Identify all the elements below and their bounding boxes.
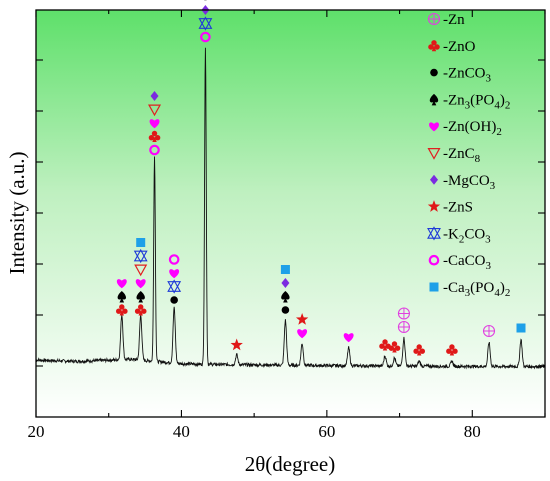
peak-marker-square xyxy=(136,238,146,247)
legend-marker-heart xyxy=(429,122,439,132)
legend-label: -ZnCO3 xyxy=(443,66,492,85)
legend-marker-open-triangle-down xyxy=(427,148,441,160)
peak-marker-hexagram xyxy=(198,16,213,31)
legend-label-part: 4 xyxy=(494,287,500,299)
legend-label-part: -Zn xyxy=(443,92,465,108)
peak-marker-circle-plus xyxy=(397,320,410,334)
legend-label-part: -MgCO xyxy=(443,173,490,189)
legend-marker-open-circle xyxy=(428,254,440,266)
legend-marker-square xyxy=(429,282,439,292)
plot-background xyxy=(36,10,545,417)
peak-marker-club xyxy=(116,304,128,316)
legend-label-part: CO xyxy=(464,226,485,242)
legend-label-part: ) xyxy=(500,280,505,296)
peak-marker-filled-circle xyxy=(170,296,178,304)
legend-label-part: -Ca xyxy=(443,280,465,296)
legend-marker-club xyxy=(428,40,440,52)
peak-marker-filled-circle xyxy=(281,306,290,314)
legend-label-part: 3 xyxy=(486,260,492,272)
peak-marker-open-circle xyxy=(168,254,180,265)
legend-label: -K2CO3 xyxy=(443,226,491,245)
legend-marker-circle-plus xyxy=(427,12,441,26)
peak-marker-open-triangle-down xyxy=(148,104,162,117)
legend-label-part: -CaCO xyxy=(443,253,486,269)
peak-marker-club xyxy=(379,339,391,351)
legend-marker-spade xyxy=(429,93,439,106)
peak-marker-heart xyxy=(135,279,146,289)
peak-marker-heart xyxy=(343,333,354,343)
legend-label-part: -K xyxy=(443,226,459,242)
peak-marker-square xyxy=(280,265,290,274)
peak-marker-heart xyxy=(149,119,160,129)
peak-marker-club xyxy=(148,130,161,142)
peak-marker-circle-plus xyxy=(482,324,496,338)
legend-label: -ZnO xyxy=(443,39,476,55)
peak-marker-spade xyxy=(117,291,127,303)
peak-marker-diamond xyxy=(281,278,290,288)
peak-marker-circle-plus xyxy=(397,307,410,320)
legend-label: -MgCO3 xyxy=(443,173,496,192)
legend-label-part: 2 xyxy=(505,99,511,111)
legend-label-part: 8 xyxy=(475,153,481,165)
peak-marker-club xyxy=(388,341,401,353)
legend-label-part: 3 xyxy=(486,73,492,85)
legend-label: -Zn xyxy=(443,12,465,28)
peak-marker-hexagram xyxy=(167,279,182,294)
x-tick-label: 60 xyxy=(318,422,335,441)
legend-label-part: 2 xyxy=(496,126,502,138)
legend-label-part: 3 xyxy=(465,287,471,299)
legend-label-part: ) xyxy=(500,92,505,108)
peak-marker-star xyxy=(295,313,309,325)
peak-marker-club xyxy=(134,304,147,316)
legend: -Zn-ZnO-ZnCO3-Zn3(PO4)2-Zn(OH)2-ZnC8-MgC… xyxy=(427,12,510,299)
legend-label: -ZnS xyxy=(443,200,473,216)
legend-label-part: 3 xyxy=(490,180,496,192)
legend-label-part: -ZnC xyxy=(443,146,475,162)
legend-label-part: 2 xyxy=(459,233,465,245)
peak-marker-heart xyxy=(169,269,180,279)
legend-marker-diamond xyxy=(430,174,438,185)
legend-label-part: (PO xyxy=(470,92,494,108)
peak-marker-star xyxy=(230,338,243,351)
peak-marker-heart xyxy=(116,279,127,289)
xrd-pattern-line xyxy=(35,47,546,370)
legend-marker-hexagram xyxy=(427,226,441,241)
legend-label-part: -ZnS xyxy=(443,200,473,216)
legend-marker-filled-circle xyxy=(430,68,438,77)
legend-label-part: -Zn(OH) xyxy=(443,119,496,135)
x-tick-label: 80 xyxy=(464,422,481,441)
peak-marker-diamond xyxy=(150,91,159,101)
legend-label: -Zn3(PO4)2 xyxy=(443,92,510,111)
peak-marker-hexagram xyxy=(133,248,148,264)
x-tick-label: 20 xyxy=(28,422,45,441)
peak-marker-club xyxy=(413,344,426,356)
peak-marker-spade xyxy=(136,291,145,303)
peak-marker-open-triangle-down xyxy=(134,264,148,277)
peak-marker-club xyxy=(446,344,458,356)
peak-marker-square xyxy=(516,323,526,333)
legend-label: -Ca3(PO4)2 xyxy=(443,280,510,299)
legend-marker-star xyxy=(427,200,441,212)
legend-label-part: 3 xyxy=(465,99,471,111)
legend-label-part: 4 xyxy=(494,99,500,111)
legend-label: -CaCO3 xyxy=(443,253,492,272)
peak-marker-open-circle xyxy=(149,144,160,156)
peak-marker-heart xyxy=(297,329,308,339)
legend-label-part: -ZnCO xyxy=(443,66,486,82)
peak-marker-spade xyxy=(281,291,290,303)
x-axis-label: 2θ(degree) xyxy=(245,452,336,476)
peak-marker-open-circle xyxy=(200,31,211,43)
legend-label-part: 2 xyxy=(505,287,511,299)
x-tick-label: 40 xyxy=(173,422,190,441)
legend-label-part: -ZnO xyxy=(443,39,476,55)
legend-label-part: 3 xyxy=(485,233,491,245)
legend-label: -Zn(OH)2 xyxy=(443,119,502,138)
legend-label-part: -Zn xyxy=(443,12,465,28)
legend-label-part: (PO xyxy=(470,280,494,296)
y-axis-label: Intensity (a.u.) xyxy=(5,151,29,274)
legend-label: -ZnC8 xyxy=(443,146,481,165)
